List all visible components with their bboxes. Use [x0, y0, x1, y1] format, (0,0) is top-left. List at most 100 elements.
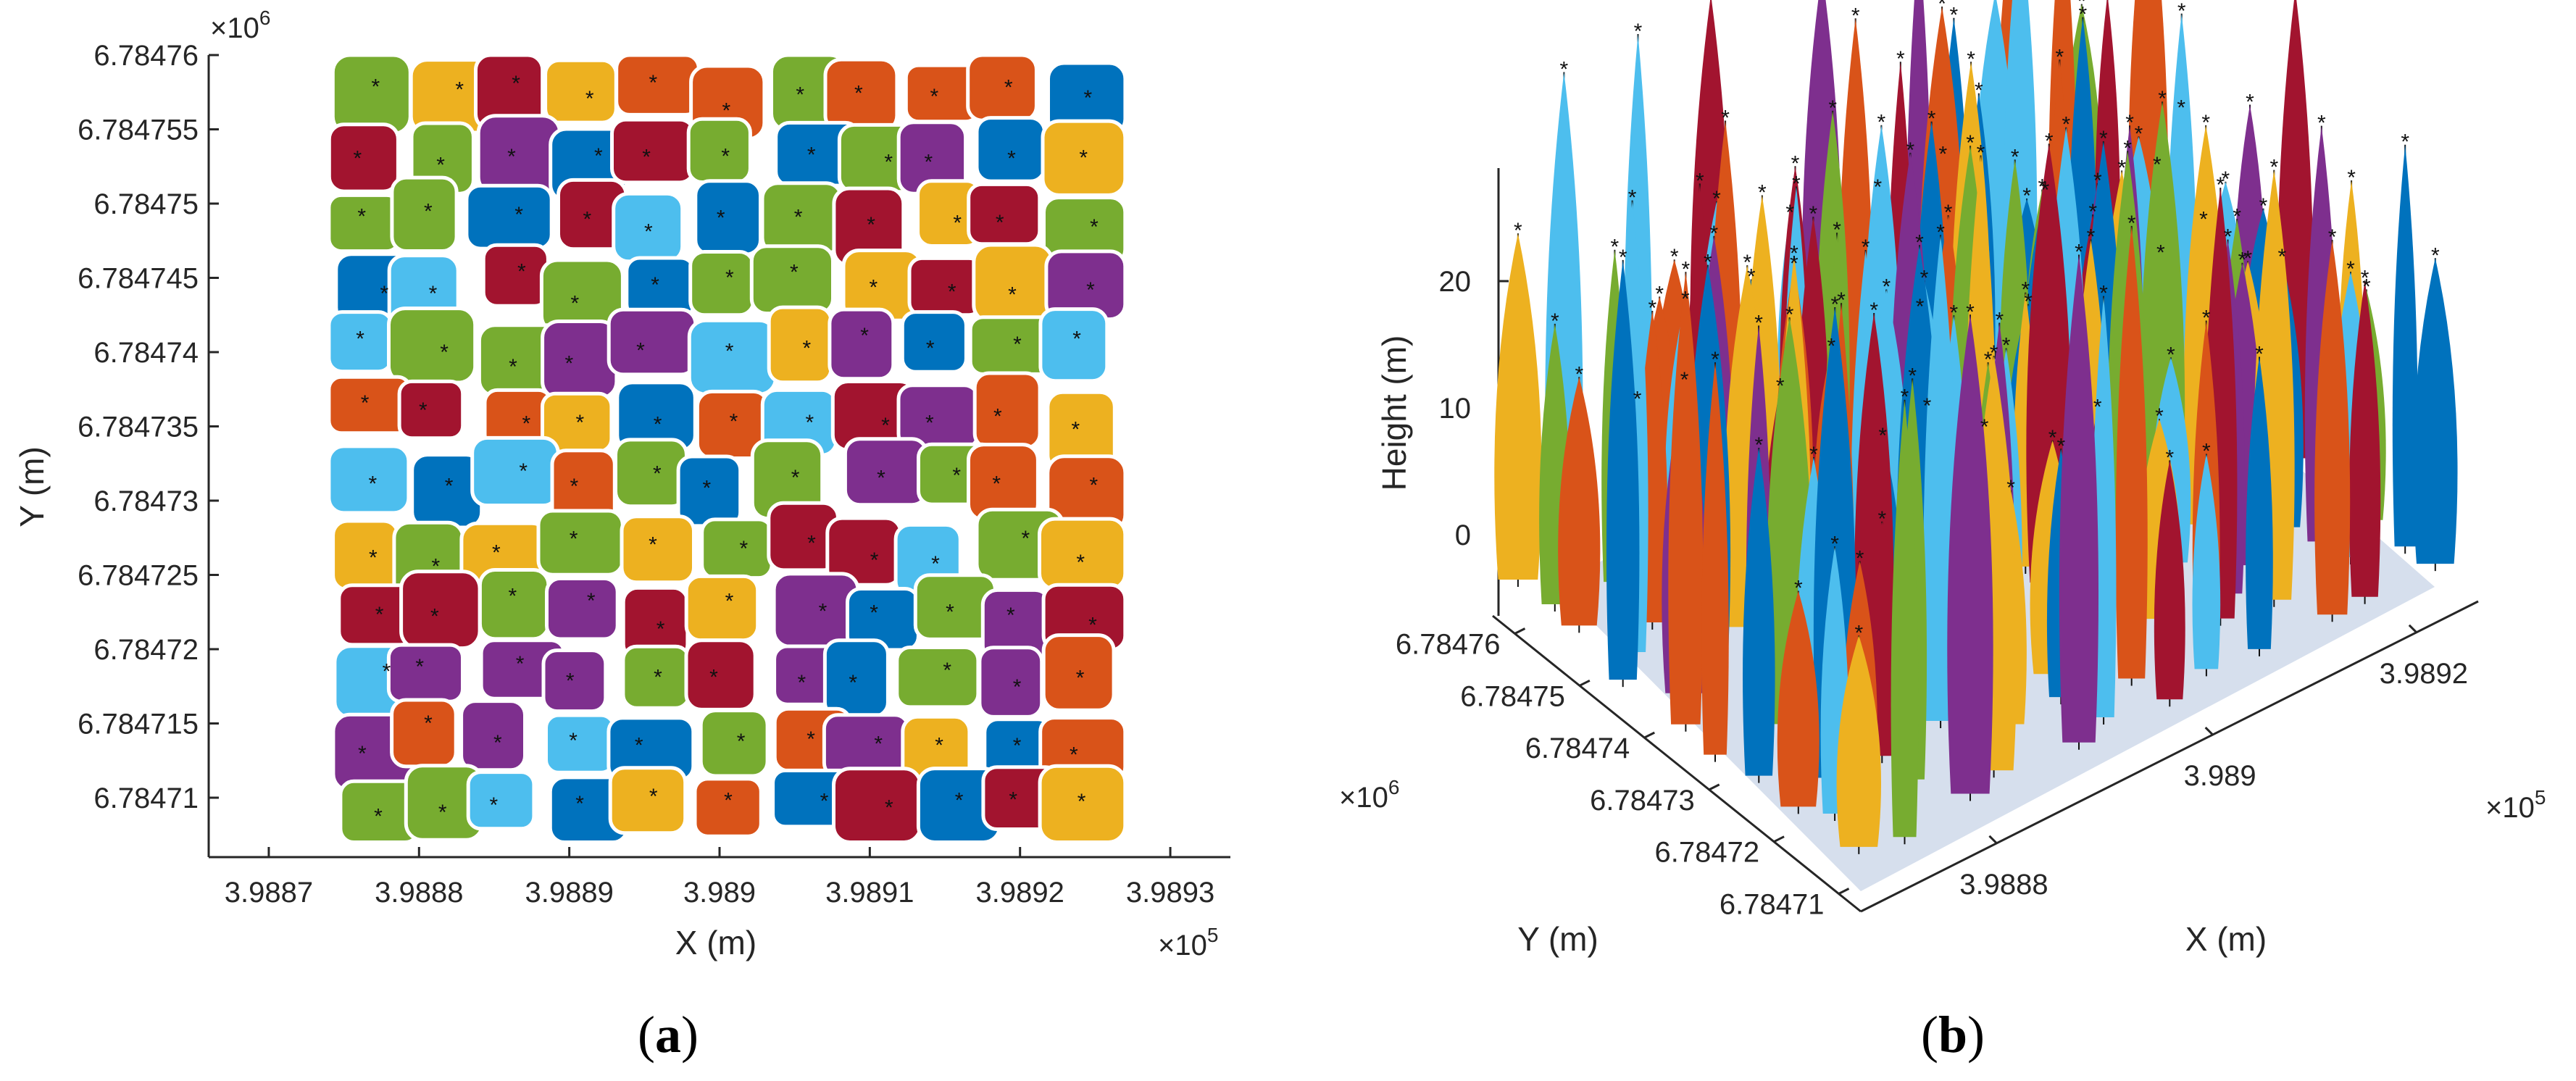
crown-segment [397, 379, 465, 441]
treetop-marker-3d: * [2165, 446, 2174, 469]
treetop-marker-3d: * [2259, 194, 2268, 218]
treetop-marker: * [797, 671, 806, 695]
treetop-marker-3d: * [1791, 151, 1800, 175]
treetop-marker-3d: * [2022, 184, 2031, 208]
treetop-marker-3d: * [2243, 246, 2252, 270]
treetop-marker-3d: * [2328, 225, 2337, 249]
treetop-marker: * [794, 205, 803, 229]
y-tick-label-a: 6.784755 [78, 114, 199, 146]
treetop-marker: * [432, 555, 441, 579]
treetop-marker: * [424, 199, 433, 223]
treetop-marker-3d: * [2099, 127, 2108, 151]
y-tick-label-b: 6.78475 [1460, 680, 1565, 712]
treetop-marker-3d: * [2177, 96, 2185, 120]
treetop-marker-3d: * [1560, 58, 1569, 82]
treetop-marker: * [1070, 743, 1078, 767]
treetop-marker: * [649, 71, 657, 95]
y-tick-label-a: 6.78474 [93, 337, 199, 369]
treetop-marker: * [740, 537, 749, 561]
treetop-marker: * [1072, 327, 1081, 351]
treetop-marker: * [509, 355, 517, 379]
treetop-marker: * [807, 143, 816, 167]
treetop-marker: * [724, 789, 733, 813]
y-tick-b [1709, 783, 1720, 791]
treetop-marker-3d: * [1790, 252, 1798, 276]
treetop-marker: * [870, 601, 878, 625]
treetop-marker: * [935, 733, 943, 757]
treetop-marker: * [653, 462, 662, 486]
treetop-marker-3d: * [2135, 122, 2143, 146]
treetop-marker: * [820, 790, 829, 814]
crown-segment [386, 643, 465, 704]
treetop-marker: * [492, 540, 501, 564]
treetop-marker: * [429, 282, 438, 306]
treetop-marker: * [1088, 613, 1097, 637]
treetop-marker: * [374, 805, 383, 829]
treetop-marker-3d: * [1966, 300, 1975, 324]
treetop-marker: * [926, 337, 935, 361]
treetop-marker-3d: * [2117, 156, 2126, 180]
treetop-marker-3d: * [2362, 275, 2371, 299]
treetop-marker: * [438, 801, 447, 825]
x-tick-label-a: 3.9887 [225, 877, 313, 909]
treetop-marker-3d: * [1950, 4, 1959, 28]
treetop-marker: * [636, 339, 645, 363]
treetop-marker-3d: * [2238, 249, 2247, 272]
treetop-marker: * [943, 659, 951, 683]
treetop-marker: * [430, 605, 439, 629]
treetop-marker: * [569, 729, 578, 753]
treetop-marker-3d: * [2246, 91, 2254, 114]
x-exponent-a: ×105 [1158, 924, 1218, 961]
treetop-marker: * [702, 476, 711, 500]
treetop-marker-3d: * [1696, 169, 1704, 193]
treetop-marker: * [803, 337, 812, 361]
treetop-marker: * [849, 671, 857, 695]
treetop-marker-3d: * [2002, 334, 2011, 358]
crown-segment [610, 117, 696, 185]
treetop-marker-3d: * [2075, 241, 2083, 264]
treetop-marker: * [594, 144, 603, 168]
y-tick-b [1838, 888, 1850, 895]
x-tick-label-a: 3.989 [683, 877, 756, 909]
treetop-marker-3d: * [1977, 141, 1985, 165]
x-tick-label-b: 3.9888 [1959, 869, 2048, 901]
x-tick-b [2204, 726, 2214, 736]
treetop-marker-3d: * [2011, 145, 2019, 169]
y-tick-label-b: 6.78476 [1396, 628, 1501, 660]
treetop-marker: * [516, 652, 525, 676]
axes-a [207, 54, 1230, 859]
treetop-marker-3d: * [1908, 364, 1917, 388]
treetop-markers-2d: * * * * * * * * * * * * * * * * * * * * * * * * * * * * * * * * * * * * * * * *… [353, 71, 1099, 828]
treetop-marker: * [870, 548, 879, 572]
treetop-marker-3d: * [1514, 219, 1522, 243]
treetop-marker-3d: * [2021, 278, 2030, 302]
treetop-marker-3d: * [2024, 290, 2033, 314]
treetop-marker: * [925, 150, 933, 174]
crown-segment [1038, 764, 1127, 844]
treetop-marker: * [953, 212, 962, 235]
treetop-marker-3d: * [1551, 309, 1559, 333]
tree-crown [2246, 356, 2273, 649]
treetop-marker-3d: * [2216, 173, 2225, 197]
crown-segment [331, 519, 400, 592]
treetop-marker: * [709, 665, 718, 689]
treetop-marker: * [356, 327, 364, 351]
crown-segment [466, 770, 536, 831]
treetop-marker: * [375, 603, 384, 627]
treetop-marker: * [1007, 147, 1016, 171]
treetop-marker: * [1013, 333, 1022, 356]
treetop-marker-3d: * [1916, 295, 1925, 319]
treetop-marker: * [885, 796, 893, 819]
crown-segment [620, 514, 696, 585]
treetop-marker: * [1008, 283, 1017, 306]
y-tick-label-b: 6.78473 [1590, 785, 1695, 817]
treetop-marker: * [874, 733, 883, 756]
treetop-marker-3d: * [1670, 245, 1679, 269]
treetop-marker-3d: * [1995, 309, 2004, 333]
treetop-marker-3d: * [2347, 166, 2356, 190]
treetop-marker: * [415, 655, 424, 679]
crown-segment [684, 574, 760, 643]
treetop-marker-3d: * [2222, 167, 2230, 191]
treetop-marker: * [860, 324, 869, 348]
